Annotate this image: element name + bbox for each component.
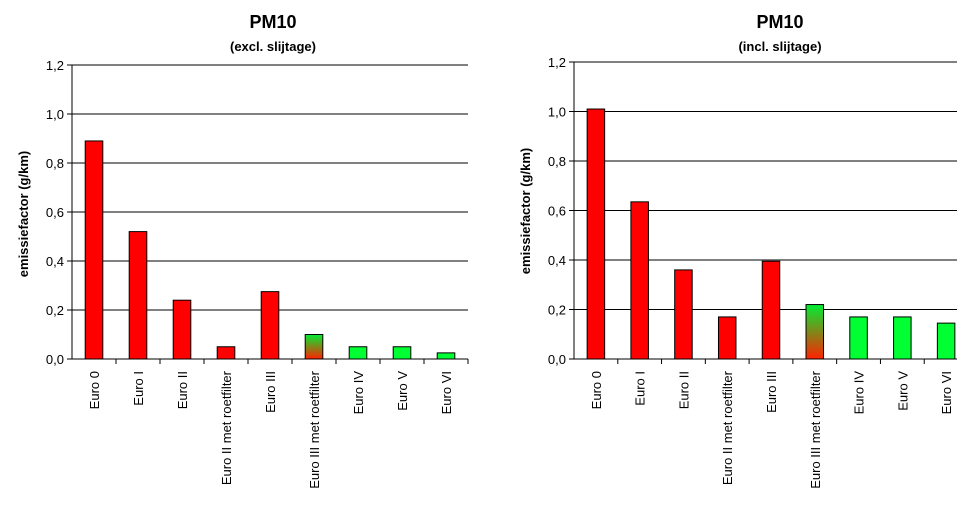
left-x-category-label: Euro VI [439, 371, 454, 414]
right-y-tick-label: 0,8 [548, 154, 566, 169]
left-chart-title: PM10 [249, 12, 296, 32]
right-bar-euro-iii-met-roetfilter [805, 304, 825, 360]
right-y-tick-label: 0,6 [548, 204, 566, 219]
right-x-category-label: Euro III met roetfilter [808, 370, 823, 488]
right-bar-euro-v [893, 316, 912, 360]
right-x-category-label: Euro IV [852, 371, 867, 415]
left-y-axis-label: emissiefactor (g/km) [16, 151, 31, 277]
right-bar-euro-ii [674, 269, 693, 360]
left-bar-euro-ii [172, 299, 192, 360]
left-bar-euro-iii-met-roetfilter [304, 334, 324, 360]
right-bar-euro-i [630, 201, 649, 360]
left-x-category-label: Euro III met roetfilter [307, 370, 322, 488]
right-y-tick-label: 0,0 [548, 352, 566, 367]
right-bar-euro-ii-met-roetfilter [717, 316, 737, 360]
right-x-category-label: Euro V [895, 371, 910, 411]
left-y-tick-label: 0,0 [46, 352, 64, 367]
right-x-category-label: Euro II [676, 371, 691, 409]
left-y-tick-label: 0,4 [46, 254, 64, 269]
left-bar-euro-ii-met-roetfilter [216, 346, 236, 360]
right-x-category-label: Euro II met roetfilter [720, 370, 735, 485]
right-bar-euro-0 [586, 108, 606, 360]
left-x-category-label: Euro 0 [87, 371, 102, 409]
left-bar-euro-vi [436, 352, 456, 360]
left-bar-euro-iv [348, 346, 368, 360]
left-y-tick-label: 1,0 [46, 107, 64, 122]
left-bar-euro-0 [84, 140, 104, 360]
right-y-tick-label: 1,2 [548, 55, 566, 70]
left-y-tick-label: 0,6 [46, 205, 64, 220]
left-chart-subtitle: (excl. slijtage) [230, 39, 316, 54]
left-x-category-label: Euro V [395, 371, 410, 411]
right-bar-euro-iii [761, 260, 781, 360]
left-bar-euro-i [128, 231, 148, 360]
left-x-category-label: Euro III [263, 371, 278, 413]
right-y-tick-label: 0,4 [548, 253, 566, 268]
right-chart-plot: 0,0 0,2 0,4 0,6 0,8 1,0 1,2 Euro 0 Euro I Euro II… [548, 55, 957, 489]
right-bar-euro-iv [849, 316, 868, 360]
right-bar-euro-vi [936, 322, 956, 360]
left-y-tick-label: 0,2 [46, 303, 64, 318]
left-x-category-label: Euro IV [351, 371, 366, 415]
right-chart-title: PM10 [756, 12, 803, 32]
left-x-category-label: Euro II [175, 371, 190, 409]
right-chart-subtitle: (incl. slijtage) [738, 39, 821, 54]
left-chart-plot: 0,0 0,2 0,4 0,6 0,8 1,0 1,2 Euro 0 Euro I Euro II… [46, 58, 469, 489]
right-x-category-label: Euro I [633, 371, 648, 406]
right-x-category-label: Euro VI [939, 371, 954, 414]
left-y-tick-label: 0,8 [46, 156, 64, 171]
left-x-category-label: Euro II met roetfilter [219, 370, 234, 485]
left-x-category-label: Euro I [131, 371, 146, 406]
right-y-tick-label: 0,2 [548, 303, 566, 318]
right-y-tick-label: 1,0 [548, 105, 566, 120]
left-bar-euro-v [392, 346, 412, 360]
left-y-tick-label: 1,2 [46, 58, 64, 73]
left-bar-euro-iii [260, 291, 280, 360]
right-x-category-label: Euro III [764, 371, 779, 413]
right-y-axis-label: emissiefactor (g/km) [518, 148, 533, 274]
right-x-category-label: Euro 0 [589, 371, 604, 409]
